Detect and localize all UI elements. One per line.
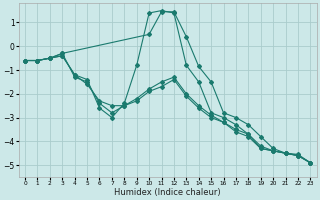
X-axis label: Humidex (Indice chaleur): Humidex (Indice chaleur) — [114, 188, 221, 197]
